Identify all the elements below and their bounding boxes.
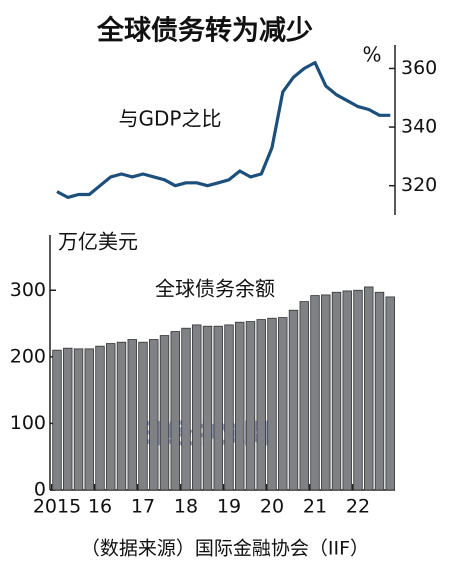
bar <box>353 289 363 491</box>
data-line <box>56 60 391 199</box>
bar <box>170 331 180 491</box>
y-tick-label: 100 <box>10 412 46 434</box>
x-tick-label: 16 <box>88 496 112 518</box>
bar <box>84 348 94 491</box>
bar <box>235 321 245 491</box>
bar <box>299 301 309 491</box>
x-tick-label: 22 <box>346 496 370 518</box>
bar <box>202 325 213 491</box>
line-annotation: 与GDP之比 <box>119 107 222 131</box>
bar <box>116 341 127 491</box>
x-tick-label: 21 <box>303 496 327 518</box>
bar <box>63 347 73 491</box>
bar <box>213 325 223 491</box>
bar <box>192 324 202 491</box>
bar <box>245 321 256 491</box>
y-tick-label: 300 <box>10 279 46 301</box>
bar <box>331 291 342 491</box>
y-tick-label: 340 <box>401 116 437 138</box>
y-tick-label: 320 <box>401 174 437 196</box>
source-note: （数据来源）国际金融协会（IIF） <box>81 538 369 560</box>
bar <box>385 296 395 491</box>
y-axis-label: 万亿美元 <box>58 230 138 254</box>
bar <box>288 309 299 491</box>
bar <box>267 317 277 491</box>
bar-annotation: 全球债务余额 <box>155 277 275 301</box>
bar <box>52 349 62 491</box>
y-tick-label: 360 <box>401 57 437 79</box>
chart-title: 全球债务转为减少 <box>96 15 313 47</box>
x-tick-label: 20 <box>260 496 284 518</box>
bar <box>310 295 320 491</box>
bar <box>95 345 105 491</box>
bar <box>321 294 331 491</box>
bar <box>138 341 148 491</box>
bar <box>364 286 374 491</box>
y-tick-label: 200 <box>10 345 46 367</box>
x-tick-label: 17 <box>131 496 155 518</box>
x-tick-label: 2015 <box>33 496 81 518</box>
bar <box>342 290 352 491</box>
x-tick-label: 18 <box>174 496 198 518</box>
bar <box>159 335 170 491</box>
bar <box>224 324 234 491</box>
bar <box>278 317 288 491</box>
x-tick-label: 19 <box>217 496 241 518</box>
unit-label: % <box>362 43 381 67</box>
bar <box>256 319 266 491</box>
bar <box>374 291 385 491</box>
bar <box>106 343 116 491</box>
bar <box>181 327 191 491</box>
bar <box>149 339 159 491</box>
bar <box>73 348 84 491</box>
bar <box>127 339 137 491</box>
y-tick-label: 0 <box>34 479 46 501</box>
